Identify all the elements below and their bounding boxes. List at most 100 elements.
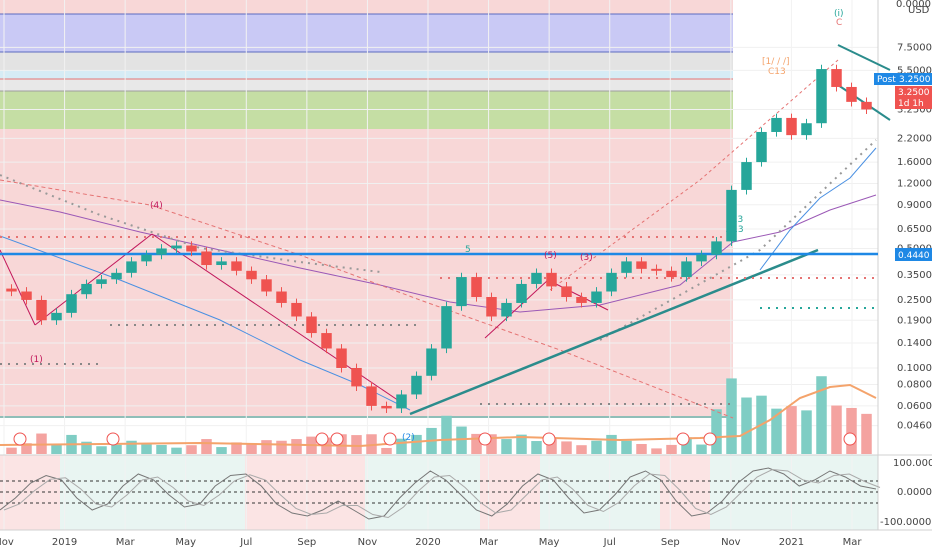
- earnings-event-icon[interactable]: [330, 432, 344, 446]
- candle: [831, 64, 842, 92]
- post-label: Post: [877, 75, 896, 85]
- candle: [441, 301, 452, 354]
- candle: [366, 382, 377, 411]
- ma-blue-2: [759, 147, 877, 271]
- price-tick-label: 0.6500: [897, 224, 932, 235]
- price-tick-label: 5.5000: [897, 65, 932, 76]
- volume-bar: [171, 447, 182, 454]
- price-axis[interactable]: USD 0.0000 7.50005.50003.25002.20001.600…: [896, 0, 932, 432]
- candle: [96, 274, 107, 289]
- earnings-event-icon[interactable]: [676, 432, 690, 446]
- wave-3: [151, 233, 406, 406]
- wave-4: [484, 279, 549, 339]
- event-markers: [13, 432, 857, 446]
- earnings-event-icon[interactable]: [703, 432, 717, 446]
- volume-bar: [111, 444, 122, 454]
- volume-bar: [741, 397, 752, 454]
- candle: [306, 312, 317, 338]
- price-tick-label: 0.0800: [897, 380, 932, 391]
- candle: [381, 401, 392, 414]
- band-blue: [0, 14, 733, 52]
- candle: [261, 274, 272, 297]
- candle: [81, 279, 92, 299]
- wave-2: [34, 233, 153, 326]
- oscillator: [0, 467, 881, 520]
- candle: [66, 289, 77, 318]
- candle: [171, 241, 182, 254]
- volume-bar: [96, 446, 107, 454]
- volume-bar: [186, 445, 197, 454]
- level-badge: [895, 248, 932, 261]
- post-price: 3.2500: [899, 75, 931, 85]
- time-tick-label: Jul: [239, 537, 252, 548]
- candle: [531, 268, 542, 289]
- earnings-event-icon[interactable]: [843, 432, 857, 446]
- time-tick-label: May: [175, 537, 196, 548]
- earnings-event-icon[interactable]: [383, 432, 397, 446]
- candle: [321, 328, 332, 354]
- support-trendline: [409, 248, 819, 416]
- candle: [231, 257, 242, 276]
- dashed-down: [0, 179, 734, 419]
- earnings-event-icon[interactable]: [542, 432, 556, 446]
- candle: [696, 250, 707, 266]
- label-c13: C13: [768, 67, 786, 77]
- volume-bar: [771, 408, 782, 454]
- last-price-badge: [895, 86, 932, 109]
- volume-bar: [861, 413, 872, 454]
- earnings-event-icon[interactable]: [106, 432, 120, 446]
- osc-tick-mid: 0.0000: [897, 487, 932, 498]
- candle: [36, 295, 47, 325]
- volume-bar: [546, 439, 557, 454]
- volume-bar: [681, 437, 692, 454]
- label-wave-4: (4): [150, 201, 163, 211]
- price-tick-label: 0.0460: [897, 421, 932, 432]
- time-tick-label: 2020: [415, 537, 440, 548]
- currency-label: USD: [908, 5, 930, 16]
- oscillator-signal-line: [3, 468, 881, 519]
- price-tick-label: 7.5000: [897, 42, 932, 53]
- volume-bar: [801, 410, 812, 454]
- candle: [861, 97, 872, 115]
- time-axis[interactable]: Nov 2019 Mar May Jul Sep Nov 2020 Mar May Jul Sep No…: [0, 537, 862, 548]
- time-tick-label: 2021: [779, 537, 804, 548]
- volume-bar: [786, 406, 797, 454]
- candle: [621, 257, 632, 278]
- oscillator-line: [0, 467, 877, 520]
- volume-bar: [531, 441, 542, 454]
- volume-bar: [51, 443, 62, 454]
- earnings-event-icon[interactable]: [13, 432, 27, 446]
- label-wave-i: (i): [834, 9, 844, 19]
- volume-bar: [471, 433, 482, 454]
- time-tick-label: Nov: [0, 537, 14, 548]
- price-tick-label: 0.9000: [897, 200, 932, 211]
- volume-bar: [621, 440, 632, 454]
- volume-bar: [156, 444, 167, 454]
- volume-bar: [441, 415, 452, 454]
- price-tick-label: 1.6000: [897, 157, 932, 168]
- volume-bar: [816, 376, 827, 454]
- volume-bar: [381, 447, 392, 454]
- last-price: 3.2500: [898, 88, 930, 98]
- channel-upper: [837, 44, 891, 71]
- candle: [291, 298, 302, 322]
- volume-bar: [291, 439, 302, 454]
- volume-bar: [831, 405, 842, 454]
- time-tick-label: Mar: [116, 537, 136, 548]
- volume-bar: [726, 378, 737, 454]
- time-tick-label: May: [539, 537, 560, 548]
- price-tick-label: 0.1000: [897, 363, 932, 374]
- candle: [756, 127, 767, 167]
- osc-tick-bot: -100.0000: [880, 517, 931, 528]
- earnings-event-icon[interactable]: [478, 432, 492, 446]
- price-tick-label: 0.3500: [897, 270, 932, 281]
- candle: [606, 268, 617, 297]
- candle: [636, 257, 647, 274]
- earnings-event-icon[interactable]: [315, 432, 329, 446]
- volume-bar: [216, 447, 227, 454]
- price-tick-label: 2.2000: [897, 133, 932, 144]
- volume-bar: [576, 445, 587, 454]
- volume-bar: [516, 434, 527, 454]
- wave-5: [547, 279, 609, 311]
